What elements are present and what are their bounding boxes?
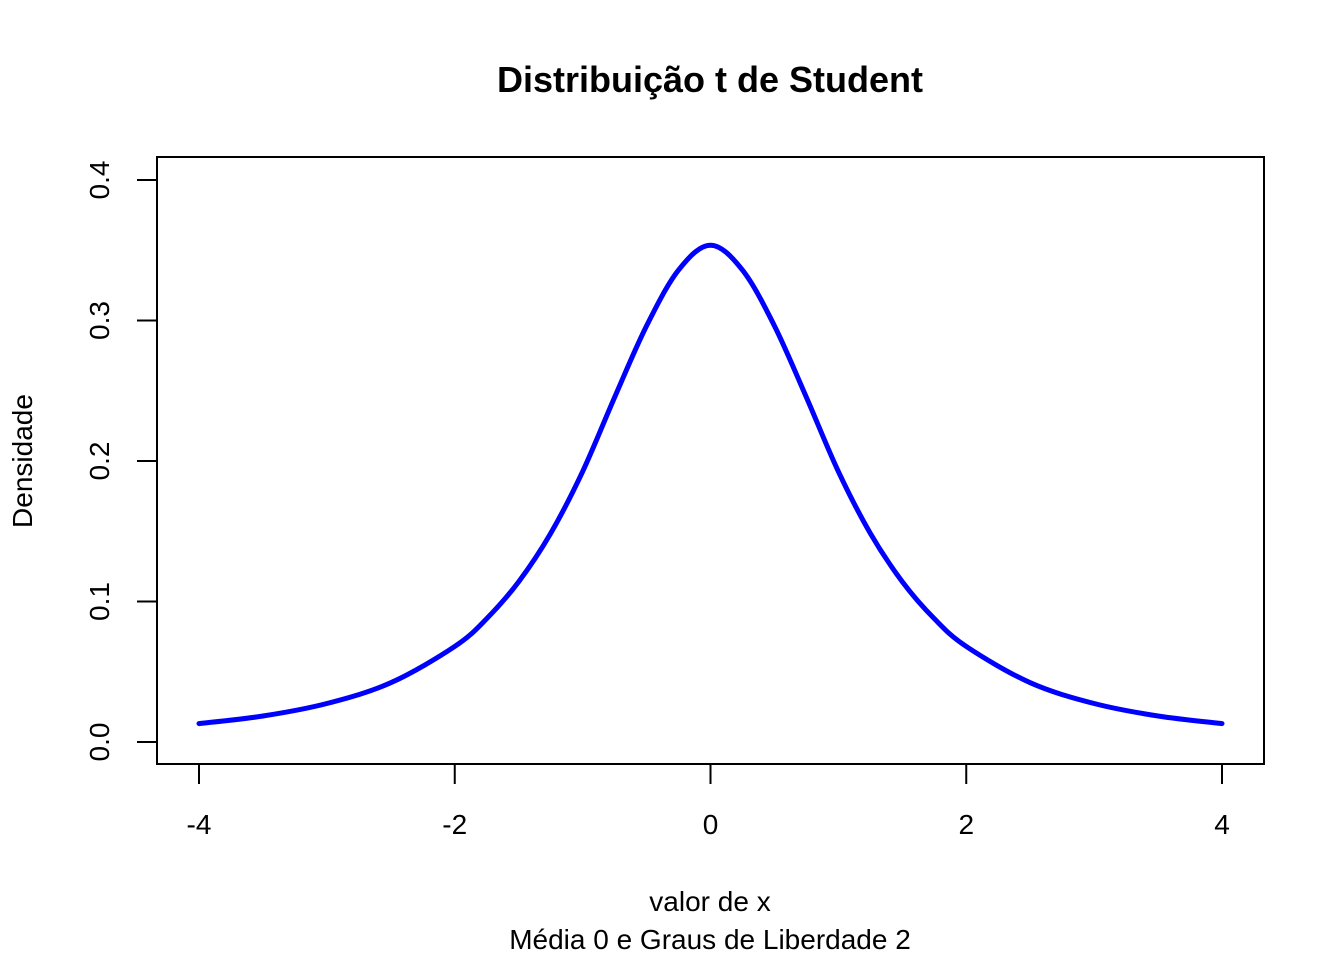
y-tick-label: 0.3 — [84, 301, 115, 340]
y-tick-label: 0.2 — [84, 442, 115, 481]
y-tick-label: 0.1 — [84, 582, 115, 621]
y-axis-label: Densidade — [7, 394, 38, 528]
x-tick-label: 0 — [703, 809, 719, 840]
chart-subtitle: Média 0 e Graus de Liberdade 2 — [509, 924, 911, 955]
y-axis: 0.0 0.1 0.2 0.3 0.4 — [84, 161, 158, 762]
density-curve — [196, 242, 1225, 727]
x-axis: -4 -2 0 2 4 — [187, 763, 1230, 840]
chart-title: Distribuição t de Student — [497, 59, 923, 100]
y-tick-label: 0.0 — [84, 723, 115, 762]
x-axis-label: valor de x — [649, 886, 770, 917]
x-tick-label: -2 — [442, 809, 467, 840]
y-tick-label: 0.4 — [84, 161, 115, 200]
x-tick-label: 2 — [958, 809, 974, 840]
plot-frame — [156, 156, 1265, 765]
x-tick-label: 4 — [1214, 809, 1230, 840]
series-layer — [196, 242, 1225, 727]
x-tick-label: -4 — [187, 809, 212, 840]
